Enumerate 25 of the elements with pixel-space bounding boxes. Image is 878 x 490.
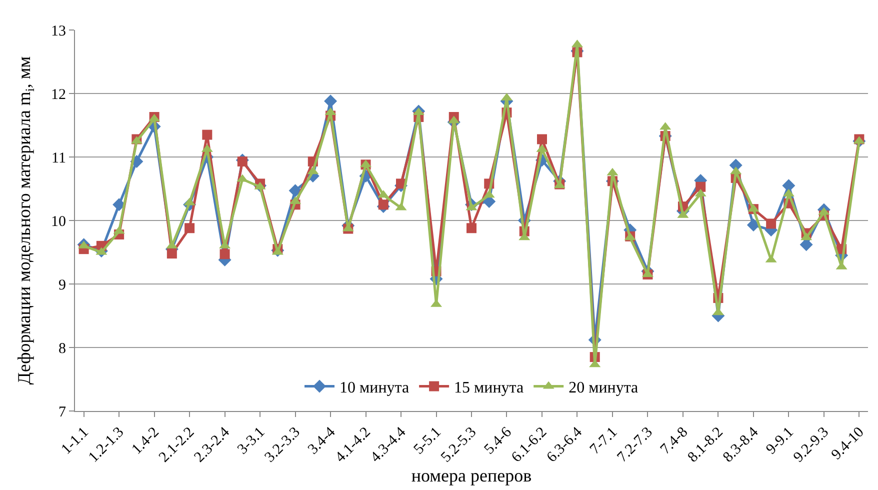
- point: [166, 248, 177, 259]
- y-tick-label: 11: [52, 150, 66, 166]
- y-tick-label: 10: [51, 214, 66, 230]
- point: [696, 182, 706, 192]
- legend-label: 10 минута: [340, 380, 410, 397]
- y-tick-label: 7: [58, 404, 66, 420]
- point: [202, 130, 212, 140]
- point: [237, 156, 248, 166]
- y-tick-label: 8: [58, 340, 66, 357]
- point: [536, 134, 547, 144]
- point: [184, 223, 195, 234]
- y-tick-label: 13: [51, 23, 66, 40]
- point: [220, 249, 230, 260]
- point: [800, 238, 813, 252]
- legend-label: 15 минута: [454, 380, 524, 397]
- point: [766, 218, 776, 229]
- point: [378, 200, 388, 210]
- point: [288, 184, 302, 198]
- y-tick-label: 12: [51, 86, 66, 103]
- point: [324, 94, 338, 108]
- point: [466, 223, 476, 234]
- legend-label: 20 минута: [568, 380, 638, 397]
- x-axis-title: номера реперов: [411, 466, 532, 486]
- y-tick-label: 9: [58, 277, 66, 294]
- point: [746, 218, 760, 232]
